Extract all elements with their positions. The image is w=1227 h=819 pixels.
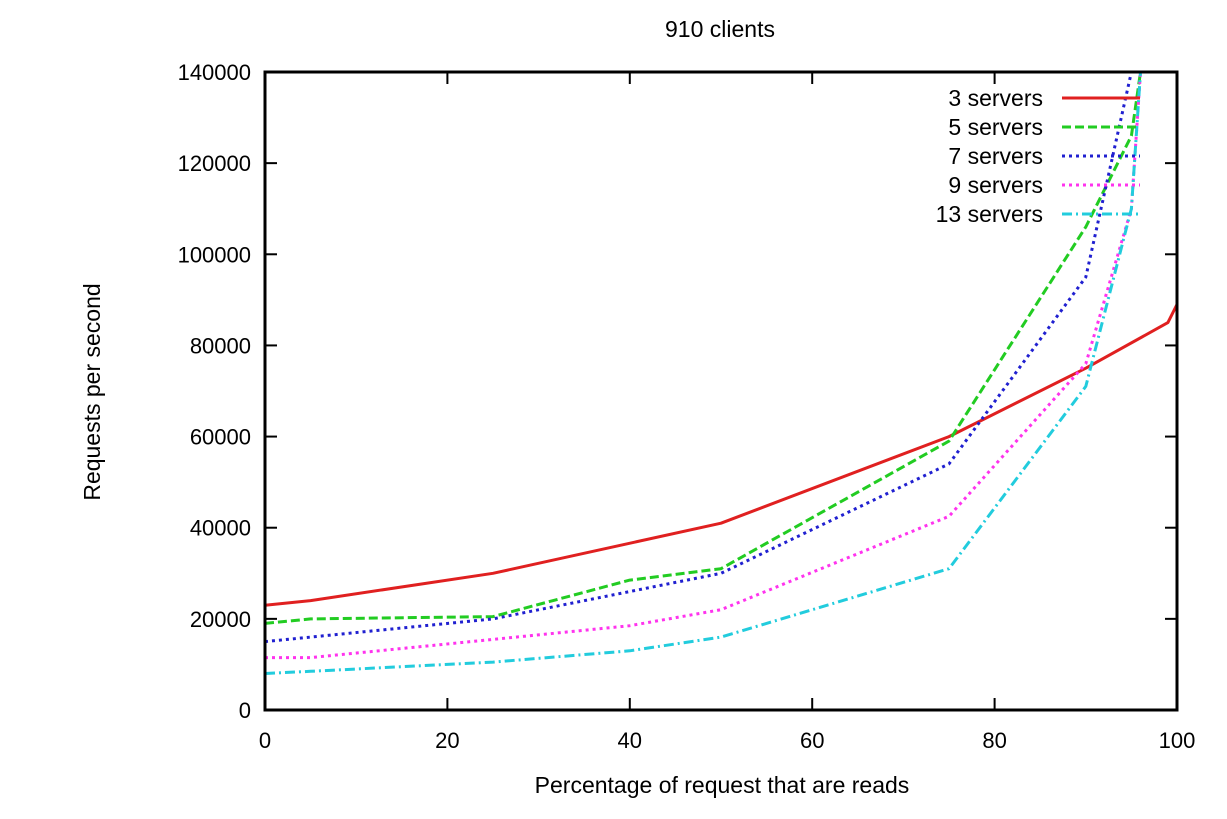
series-line-3 <box>265 72 1133 644</box>
y-axis-label: Requests per second <box>79 283 105 500</box>
series-line-1 <box>265 303 1177 607</box>
y-tick-label: 60000 <box>190 425 251 450</box>
x-axis-label: Percentage of request that are reads <box>535 772 910 798</box>
x-tick-label: 60 <box>800 728 824 753</box>
plot-frame <box>263 70 1179 712</box>
legend: 3 servers 5 servers 7 servers 9 servers 13 s… <box>936 85 1140 227</box>
y-tick-label: 120000 <box>178 151 251 176</box>
x-tick-label: 80 <box>982 728 1006 753</box>
x-tick-label: 100 <box>1159 728 1196 753</box>
x-tick-label: 40 <box>618 728 642 753</box>
y-tick-label: 20000 <box>190 607 251 632</box>
y-tick-label: 0 <box>239 698 251 723</box>
y-tick-label: 140000 <box>178 60 251 85</box>
series-layer <box>265 72 1177 675</box>
legend-label: 7 servers <box>948 143 1043 169</box>
y-tick-label: 100000 <box>178 242 251 267</box>
legend-label: 5 servers <box>948 114 1043 140</box>
x-axis-ticks: 0 20 40 60 80 100 <box>259 72 1195 753</box>
x-tick-label: 20 <box>435 728 459 753</box>
y-tick-label: 80000 <box>190 333 251 358</box>
chart-title: 910 clients <box>665 16 775 42</box>
y-tick-label: 40000 <box>190 516 251 541</box>
legend-label: 13 servers <box>936 201 1043 227</box>
series-line-4 <box>265 72 1142 660</box>
legend-label: 9 servers <box>948 172 1043 198</box>
series-line-2 <box>265 72 1142 625</box>
legend-label: 3 servers <box>948 85 1043 111</box>
x-tick-label: 0 <box>259 728 271 753</box>
y-axis-ticks: 0 20000 40000 60000 80000 100000 120000 140000 <box>178 60 1177 723</box>
series-line-5 <box>265 72 1142 675</box>
